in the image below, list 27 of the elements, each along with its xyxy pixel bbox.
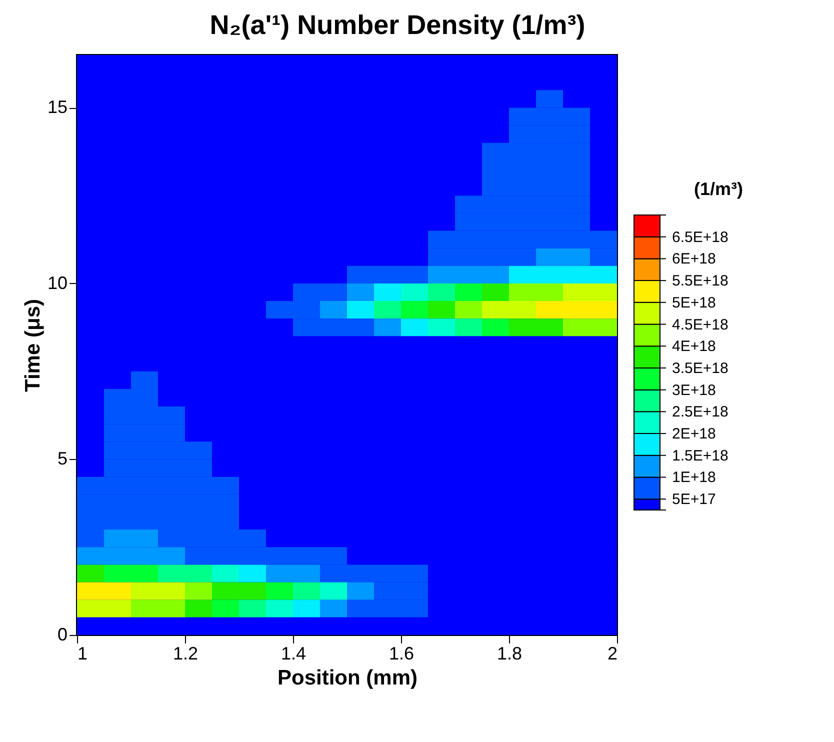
x-tick-label: 1 (78, 644, 88, 664)
color-bar-label: 5E+18 (672, 294, 716, 312)
color-bar-label: 1.5E+18 (672, 447, 728, 464)
color-bar-label: 3.5E+18 (672, 360, 728, 377)
chart-title: N₂(a'¹) Number Density (1/m³) (210, 10, 586, 40)
color-bar-label: 4E+18 (672, 338, 716, 356)
y-tick-label: 0 (57, 624, 68, 644)
x-tick-label: 1.2 (172, 644, 198, 664)
color-bar-label: 5E+17 (672, 491, 716, 508)
color-bar-title: (1/m³) (694, 179, 744, 199)
y-tick-label: 10 (47, 272, 68, 293)
y-tick-label: 5 (57, 448, 68, 469)
color-bar-label: 6E+18 (672, 250, 716, 268)
x-tick-label: 1.6 (388, 644, 414, 664)
x-tick-label: 2 (607, 644, 618, 664)
color-bar-label: 2.5E+18 (672, 404, 728, 421)
x-tick-label: 1.8 (496, 644, 522, 664)
color-bar-label: 5.5E+18 (672, 272, 728, 290)
color-bar-label: 1E+18 (672, 469, 716, 486)
color-bar-label: 3E+18 (672, 382, 716, 399)
x-tick-label: 1.4 (280, 644, 306, 664)
x-axis-title: Position (mm) (278, 666, 418, 690)
y-axis-title: Time (μs) (21, 299, 44, 392)
color-bar-label: 4.5E+18 (672, 316, 728, 334)
color-bar-label: 2E+18 (672, 426, 716, 443)
y-tick-label: 15 (47, 97, 68, 118)
color-bar-label: 6.5E+18 (672, 228, 728, 246)
